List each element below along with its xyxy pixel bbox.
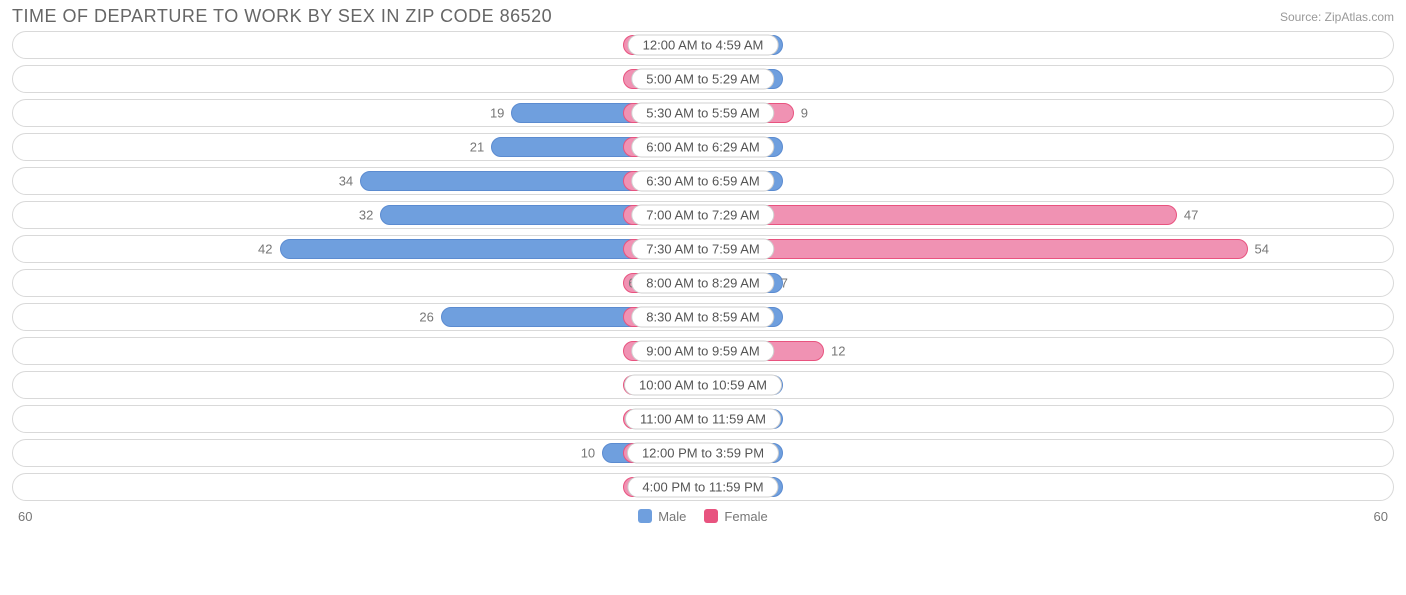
male-value: 32	[359, 208, 373, 223]
female-value: 54	[1255, 242, 1269, 257]
legend-swatch	[638, 509, 652, 523]
chart-row: 6:30 AM to 6:59 AM345	[12, 167, 1394, 195]
legend-item: Female	[704, 509, 767, 524]
axis-max-right: 60	[1374, 509, 1388, 524]
chart-row: 5:30 AM to 5:59 AM 19 9	[12, 99, 1394, 127]
row-label: 5:30 AM to 5:59 AM	[631, 103, 774, 124]
male-value: 34	[339, 174, 353, 189]
row-label: 5:00 AM to 5:29 AM	[631, 69, 774, 90]
row-label: 11:00 AM to 11:59 AM	[625, 409, 781, 430]
legend-item: Male	[638, 509, 686, 524]
row-label: 9:00 AM to 9:59 AM	[631, 341, 774, 362]
female-value: 9	[801, 106, 808, 121]
header: TIME OF DEPARTURE TO WORK BY SEX IN ZIP …	[0, 0, 1406, 31]
row-label: 12:00 AM to 4:59 AM	[628, 35, 779, 56]
chart-row: 12:00 PM to 3:59 PM105	[12, 439, 1394, 467]
male-value: 26	[419, 310, 433, 325]
chart-row: 8:00 AM to 8:29 AM67	[12, 269, 1394, 297]
row-label: 10:00 AM to 10:59 AM	[624, 375, 782, 396]
row-label: 6:30 AM to 6:59 AM	[631, 171, 774, 192]
chart-row: 7:00 AM to 7:29 AM 32 47	[12, 201, 1394, 229]
legend-label: Male	[658, 509, 686, 524]
male-value: 21	[470, 140, 484, 155]
axis-max-left: 60	[18, 509, 32, 524]
row-label: 7:30 AM to 7:59 AM	[631, 239, 774, 260]
chart-row: 12:00 AM to 4:59 AM03	[12, 31, 1394, 59]
row-label: 7:00 AM to 7:29 AM	[631, 205, 774, 226]
chart-area: 12:00 AM to 4:59 AM035:00 AM to 5:29 AM4…	[0, 31, 1406, 501]
chart-title: TIME OF DEPARTURE TO WORK BY SEX IN ZIP …	[12, 6, 552, 27]
source-label: Source: ZipAtlas.com	[1280, 10, 1394, 24]
chart-row: 10:00 AM to 10:59 AM00	[12, 371, 1394, 399]
row-label: 12:00 PM to 3:59 PM	[627, 443, 779, 464]
row-label: 8:30 AM to 8:59 AM	[631, 307, 774, 328]
male-value: 19	[490, 106, 504, 121]
chart-row: 4:00 PM to 11:59 PM00	[12, 473, 1394, 501]
row-label: 8:00 AM to 8:29 AM	[631, 273, 774, 294]
male-value: 10	[581, 446, 595, 461]
chart-row: 7:30 AM to 7:59 AM 42 54	[12, 235, 1394, 263]
female-value: 7	[781, 276, 788, 291]
row-label: 4:00 PM to 11:59 PM	[627, 477, 778, 498]
chart-row: 9:00 AM to 9:59 AM012	[12, 337, 1394, 365]
footer: 60 Male Female 60	[0, 507, 1406, 524]
row-label: 6:00 AM to 6:29 AM	[631, 137, 774, 158]
legend-swatch	[704, 509, 718, 523]
chart-row: 8:30 AM to 8:59 AM260	[12, 303, 1394, 331]
chart-row: 5:00 AM to 5:29 AM40	[12, 65, 1394, 93]
legend-label: Female	[724, 509, 767, 524]
female-value: 47	[1184, 208, 1198, 223]
legend: Male Female	[638, 509, 768, 524]
female-value: 12	[831, 344, 845, 359]
chart-row: 6:00 AM to 6:29 AM210	[12, 133, 1394, 161]
chart-row: 11:00 AM to 11:59 AM00	[12, 405, 1394, 433]
male-value: 42	[258, 242, 272, 257]
